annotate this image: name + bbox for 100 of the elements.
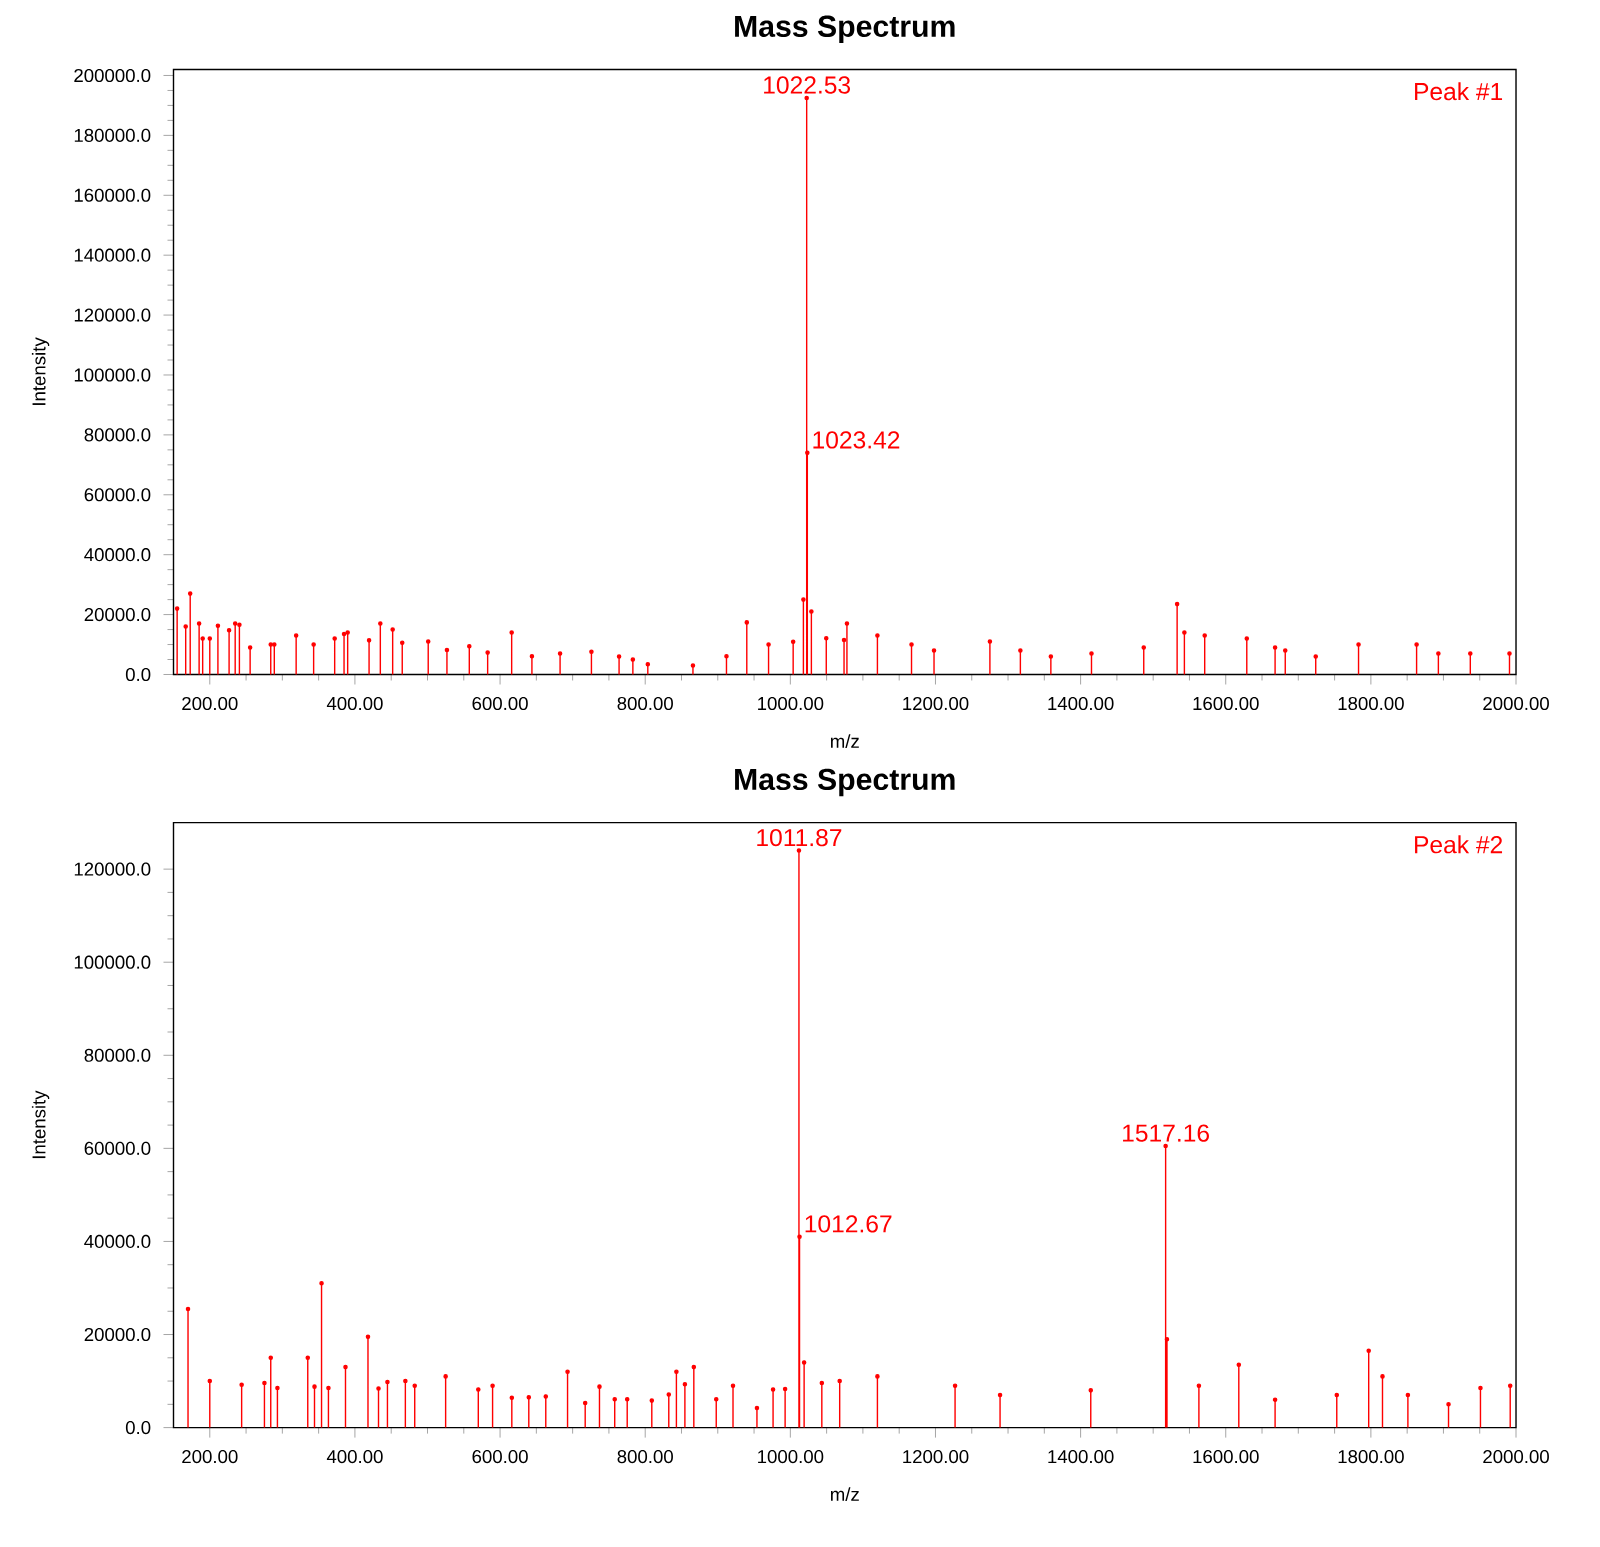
- x-tick-label: 1600.00: [1193, 1450, 1259, 1464]
- y-tick-label: 100000.0: [74, 955, 151, 969]
- point: [796, 848, 802, 853]
- point: [526, 1395, 532, 1400]
- point: [997, 1392, 1003, 1398]
- annotation: 1012.67: [805, 1215, 892, 1233]
- annotation: 1022.53: [764, 76, 851, 94]
- chart-title: Mass Spectrum: [735, 768, 955, 797]
- x-axis-title: m/z: [830, 1487, 859, 1501]
- x-tick-label: 400.00: [326, 1450, 383, 1464]
- x-tick-label: 1400.00: [1048, 696, 1114, 711]
- point: [819, 1380, 825, 1386]
- point: [1446, 1402, 1451, 1407]
- x-tick-label: 800.00: [617, 1450, 673, 1464]
- x-tick-label: 2000.00: [1483, 696, 1549, 711]
- point: [713, 1396, 719, 1402]
- point: [412, 1383, 418, 1389]
- y-axis-title: Intensity: [31, 1090, 50, 1159]
- point: [305, 1355, 311, 1361]
- point: [1196, 1383, 1202, 1389]
- point: [1380, 1374, 1385, 1379]
- point: [682, 1382, 688, 1387]
- y-tick-label: 60000.0: [84, 488, 151, 502]
- x-tick-label: 1200.00: [903, 696, 969, 711]
- point: [275, 1385, 280, 1391]
- point: [476, 1387, 481, 1392]
- point: [837, 1378, 842, 1384]
- y-tick-label: 20000.0: [84, 607, 151, 622]
- point: [443, 1374, 448, 1379]
- point: [385, 1379, 390, 1385]
- x-tick-label: 1400.00: [1048, 1450, 1114, 1464]
- point: [666, 1392, 672, 1397]
- point: [565, 1369, 570, 1375]
- x-tick-label: 2000.00: [1483, 1450, 1549, 1464]
- point: [207, 1378, 213, 1384]
- point: [782, 1386, 788, 1392]
- point: [1334, 1392, 1340, 1398]
- point: [1405, 1392, 1411, 1398]
- annotation: 1011.87: [757, 828, 842, 847]
- point: [582, 1400, 588, 1406]
- y-tick-label: 160000.0: [74, 188, 151, 202]
- x-tick-label: 1800.00: [1338, 1450, 1404, 1464]
- chart-title: Mass Spectrum: [735, 15, 955, 44]
- point: [691, 1364, 697, 1370]
- x-tick-label: 600.00: [472, 696, 528, 711]
- x-axis-title: m/z: [830, 734, 859, 748]
- point: [1088, 1388, 1094, 1393]
- point: [490, 1383, 495, 1389]
- point: [262, 1380, 267, 1386]
- point: [319, 1281, 324, 1286]
- point: [624, 1396, 630, 1402]
- x-tick-label: 600.00: [472, 1450, 528, 1464]
- x-tick-label: 1600.00: [1193, 696, 1259, 711]
- x-tick-label: 400.00: [326, 696, 383, 711]
- y-tick-label: 0.0: [125, 1421, 151, 1435]
- y-tick-label: 40000.0: [84, 548, 151, 562]
- y-tick-label: 120000.0: [74, 308, 151, 322]
- y-tick-label: 20000.0: [84, 1327, 151, 1342]
- point: [1163, 1143, 1168, 1149]
- x-tick-label: 1000.00: [758, 696, 824, 711]
- point: [754, 1405, 760, 1411]
- y-tick-label: 200000.0: [74, 68, 151, 83]
- point: [1507, 1383, 1513, 1389]
- point: [801, 1360, 807, 1365]
- point: [509, 1395, 515, 1401]
- point: [1366, 1348, 1371, 1354]
- point: [185, 1306, 191, 1312]
- point: [268, 1355, 274, 1361]
- x-tick-label: 800.00: [617, 696, 673, 711]
- annotation: Peak #1: [1415, 82, 1503, 101]
- x-tick-label: 200.00: [182, 1450, 238, 1464]
- point: [239, 1382, 244, 1388]
- y-tick-label: 100000.0: [74, 368, 151, 382]
- point: [797, 1234, 802, 1240]
- point: [1478, 1385, 1483, 1391]
- point: [543, 1394, 549, 1399]
- annotation: 1023.42: [813, 431, 900, 449]
- point: [875, 1374, 880, 1379]
- annotation: 1517.16: [1123, 1124, 1209, 1142]
- x-tick-label: 1200.00: [903, 1450, 969, 1464]
- point: [1272, 1397, 1278, 1402]
- y-tick-label: 80000.0: [84, 428, 151, 442]
- point: [649, 1398, 655, 1403]
- point: [403, 1378, 408, 1384]
- point: [1164, 1336, 1170, 1342]
- y-tick-label: 80000.0: [84, 1048, 151, 1062]
- annotation: Peak #2: [1415, 835, 1503, 854]
- point: [612, 1396, 618, 1402]
- y-tick-label: 120000.0: [74, 862, 151, 876]
- y-axis-title: Intensity: [31, 337, 50, 405]
- x-tick-label: 1800.00: [1338, 696, 1404, 711]
- x-tick-label: 1000.00: [758, 1450, 824, 1464]
- point: [674, 1369, 679, 1375]
- point: [365, 1334, 371, 1340]
- y-tick-label: 40000.0: [84, 1234, 151, 1249]
- y-tick-label: 0.0: [125, 667, 151, 682]
- y-tick-label: 140000.0: [74, 248, 151, 262]
- y-tick-label: 180000.0: [74, 128, 151, 142]
- point: [730, 1383, 736, 1389]
- point: [312, 1384, 317, 1389]
